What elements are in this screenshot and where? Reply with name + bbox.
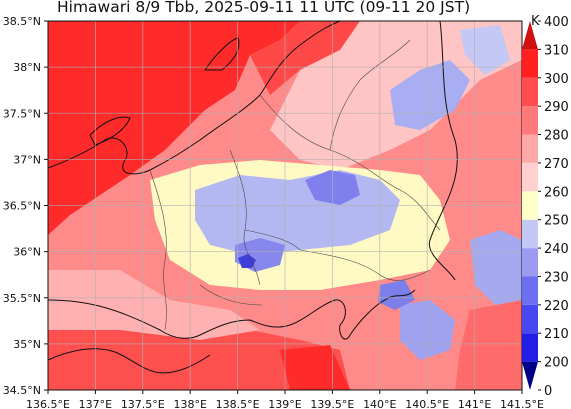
colorbar-level-label: 260 [544, 185, 569, 200]
colorbar-swatch [522, 276, 538, 305]
map-title: Himawari 8/9 Tbb, 2025-09-11 11 UTC (09-… [0, 0, 571, 20]
colorbar-swatch [522, 106, 538, 135]
colorbar-level-label: 300 [544, 72, 569, 87]
x-tick-label: 139°E [268, 398, 301, 409]
colorbar-swatch [522, 162, 538, 192]
colorbar-level-label: 310 [544, 43, 569, 58]
x-tick-label: 140.5°E [405, 398, 449, 409]
cold-cloud-northeast [460, 25, 510, 75]
colorbar-level-label: 250 [544, 214, 569, 229]
x-tick-label: 136.5°E [26, 398, 70, 409]
colorbar-level-label: 0 [544, 384, 552, 399]
y-tick-label: 36.5°N [3, 200, 41, 213]
y-tick-label: 37°N [13, 153, 41, 166]
y-tick-label: 38°N [13, 61, 41, 74]
colorbar-level-label: 200 [544, 356, 569, 371]
colorbar-unit-label: K [531, 14, 540, 29]
colorbar-level-label: 240 [544, 242, 569, 257]
colorbar-level-label: 290 [544, 100, 569, 115]
x-axis: 136.5°E 137°E 137.5°E 138°E 138.5°E 139°E 139.… [26, 390, 544, 409]
x-tick-label: 138°E [173, 398, 206, 409]
colorbar-swatch [522, 304, 538, 334]
colorbar-swatches [522, 21, 538, 390]
colorbar-swatch [522, 333, 538, 362]
bay-cold-cloud [378, 280, 415, 310]
x-tick-label: 138.5°E [216, 398, 260, 409]
x-tick-label: 140°E [363, 398, 396, 409]
east-cold-cloud [470, 230, 522, 305]
colorbar-level-label: 280 [544, 129, 569, 144]
central-deep-cloud [238, 254, 256, 268]
gridlines [48, 21, 522, 390]
coastlines [48, 21, 458, 374]
colorbar-swatch [522, 191, 538, 220]
y-tick-label: 34.5°N [3, 384, 41, 397]
colorbar-swatch [522, 219, 538, 249]
map-title-text: Himawari 8/9 Tbb, 2025-09-11 11 UTC (09-… [57, 0, 471, 16]
x-tick-label: 137°E [79, 398, 112, 409]
colorbar-swatch [522, 77, 538, 107]
colorbar-swatch [522, 361, 538, 390]
y-axis: 34.5°N 35°N 35.5°N 36°N 36.5°N 37°N 37.5°N 38°N… [3, 15, 48, 397]
sea-of-japan-warm-area [48, 21, 300, 235]
south-warm-area [48, 320, 350, 390]
colorbar-level-label: 270 [544, 157, 569, 172]
colorbar-level-label: 230 [544, 270, 569, 285]
southwest-pink-area [48, 270, 260, 340]
colorbar-swatch [522, 134, 538, 163]
cold-cloud-north [390, 60, 470, 130]
y-tick-label: 36°N [13, 246, 41, 259]
colorbar-swatch [522, 49, 538, 78]
x-tick-label: 141°E [458, 398, 491, 409]
colorbar-swatch [522, 21, 538, 50]
x-tick-label: 139.5°E [310, 398, 354, 409]
y-tick-label: 35°N [13, 338, 41, 351]
colorbar-labels: 0 200 210 220 230 240 250 260 270 280 290 300 310 400 [538, 15, 569, 399]
colorbar-level-label: 210 [544, 327, 569, 342]
y-tick-label: 35.5°N [3, 292, 41, 305]
y-tick-label: 37.5°N [3, 107, 41, 120]
east-warm-area [455, 300, 522, 390]
colorbar-level-label: 220 [544, 299, 569, 314]
x-tick-label: 141.5°E [500, 398, 544, 409]
colorbar-level-label: 400 [544, 15, 569, 30]
y-tick-label: 38.5°N [3, 15, 41, 28]
colorbar-swatch [522, 248, 538, 277]
x-tick-label: 137.5°E [121, 398, 165, 409]
